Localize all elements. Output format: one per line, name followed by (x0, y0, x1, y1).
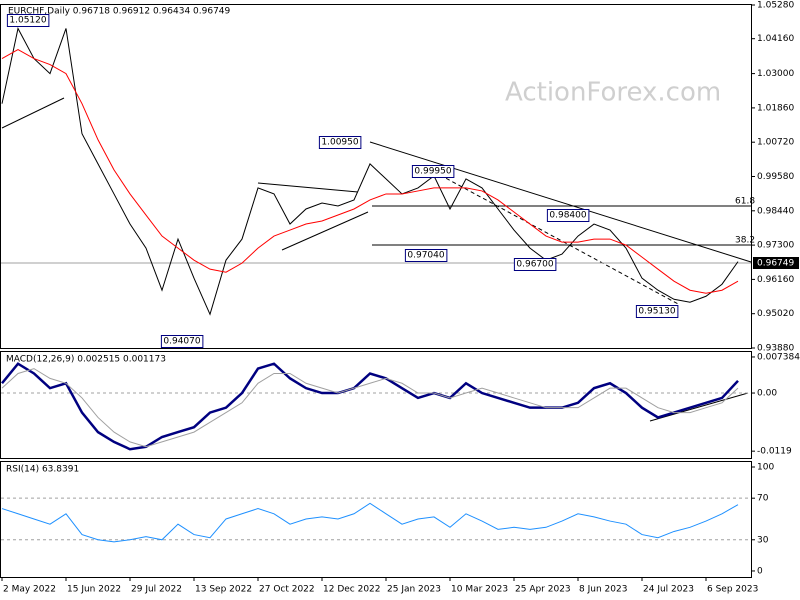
y-tick-label: 100 (757, 462, 774, 472)
rsi-panel (0, 461, 752, 578)
annotation-label: 0.94070 (163, 337, 200, 347)
x-tick-label: 24 Jul 2023 (643, 585, 694, 595)
annotation-label: 1.05120 (9, 16, 46, 26)
series-line (1, 502, 739, 543)
watermark: ActionForex.com (505, 78, 721, 108)
macd-trendline (649, 392, 749, 422)
annotation-box (318, 136, 362, 149)
y-tick-label: 0.96160 (757, 275, 794, 285)
trendline (439, 174, 681, 306)
x-tick-label: 6 Sep 2023 (707, 585, 758, 595)
annotation-label: 1.00950 (321, 138, 358, 148)
y-tick-label: 0 (757, 566, 763, 576)
annotation-label: 0.96700 (516, 260, 553, 270)
trendline (369, 141, 752, 263)
fib-label: 61.8 (735, 197, 755, 207)
annotation: 0.99950 (411, 165, 455, 178)
annotation-box (6, 14, 50, 27)
y-tick-label: 1.03000 (757, 69, 794, 79)
x-tick-label: 15 Jun 2022 (67, 585, 121, 595)
series-line (1, 48, 739, 294)
annotation: 0.95130 (635, 305, 679, 318)
last-price-label: 0.96749 (757, 259, 794, 269)
series-line (1, 27, 739, 316)
fib-label: 38.2 (735, 236, 755, 246)
annotation: 0.96700 (513, 258, 557, 271)
trendline (257, 182, 359, 193)
series-line (1, 368, 739, 448)
x-tick-label: 27 Oct 2022 (259, 585, 315, 595)
x-tick-label: 25 Apr 2023 (515, 585, 571, 595)
x-tick-label: 25 Jan 2023 (387, 585, 441, 595)
series-line (1, 362, 739, 451)
y-tick-label: 1.00720 (757, 138, 794, 148)
y-tick-label: 0.00 (757, 389, 777, 399)
annotation-label: 0.95130 (638, 307, 675, 317)
y-tick-label: 1.04160 (757, 34, 794, 44)
x-tick-label: 29 Jul 2022 (131, 585, 182, 595)
trendline (1, 97, 65, 129)
annotation: 1.00950 (318, 136, 362, 149)
y-tick-label: 1.01860 (757, 103, 794, 113)
x-tick-label: 12 Dec 2022 (323, 585, 381, 595)
y-tick-label: 0.95020 (757, 309, 794, 319)
y-tick-label: 1.05280 (757, 1, 794, 11)
x-tick-label: 2 May 2022 (3, 585, 56, 595)
y-tick-label: 30 (757, 535, 769, 545)
annotation: 0.94070 (160, 335, 204, 348)
rsi-title: RSI(14) 63.8391 (6, 465, 79, 475)
annotation-box (411, 165, 455, 178)
y-tick-label: 0.93880 (757, 344, 794, 354)
x-tick-label: 10 Mar 2023 (451, 585, 508, 595)
y-tick-label: 0.99580 (757, 172, 794, 182)
annotation-box (404, 249, 448, 262)
y-tick-label: 70 (757, 494, 769, 504)
annotation-label: 0.99950 (414, 167, 451, 177)
trendlines (1, 97, 752, 422)
last-price-badge (753, 257, 799, 269)
annotation-box (160, 335, 204, 348)
annotation-box (635, 305, 679, 318)
y-tick-label: 0.98440 (757, 206, 794, 216)
annotation: 1.05120 (6, 14, 50, 27)
annotation: 0.98400 (546, 209, 590, 222)
x-tick-label: 13 Sep 2022 (195, 585, 252, 595)
annotation-label: 0.98400 (549, 211, 586, 221)
annotation-label: 0.97040 (407, 251, 444, 261)
trendline (281, 211, 369, 251)
y-tick-label: 0.007384 (757, 352, 800, 362)
y-tick-label: 0.97300 (757, 241, 794, 251)
x-tick-label: 8 Jun 2023 (579, 585, 627, 595)
y-tick-label: -0.0119 (757, 447, 792, 457)
price-title: EURCHF,Daily 0.96718 0.96912 0.96434 0.9… (8, 7, 231, 17)
annotation: 0.97040 (404, 249, 448, 262)
macd-panel (0, 351, 752, 459)
annotation-box (513, 258, 557, 271)
price-panel (0, 4, 752, 349)
macd-title: MACD(12,26,9) 0.002515 0.001173 (6, 355, 166, 365)
annotation-box (546, 209, 590, 222)
